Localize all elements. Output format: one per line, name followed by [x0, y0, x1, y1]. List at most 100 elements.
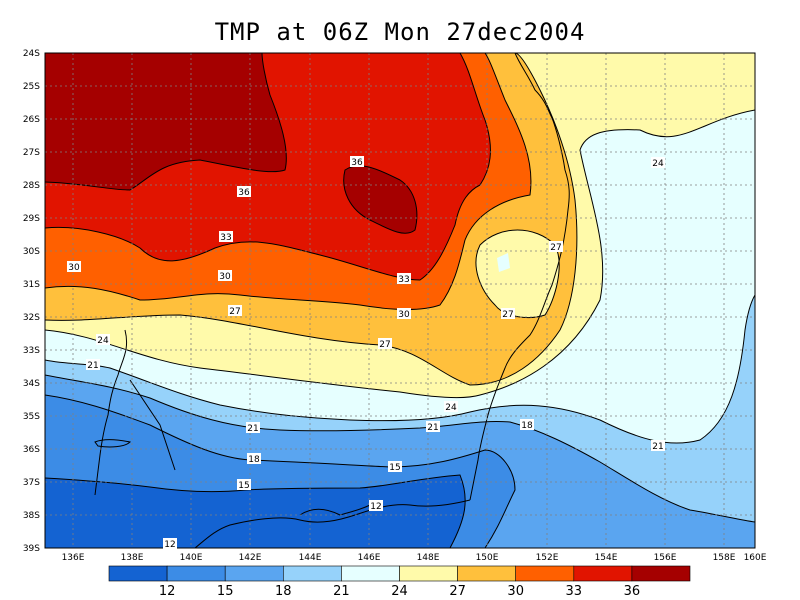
lat-label: 26S: [23, 115, 40, 125]
contour-label: 24: [96, 334, 110, 346]
plot-frame: [44, 52, 756, 549]
contour-label-text: 30: [398, 310, 410, 320]
contour-27-pocket: [475, 229, 560, 318]
contour-label-text: 21: [87, 361, 98, 371]
coastline: [94, 53, 570, 548]
colorbar-label: 30: [507, 584, 524, 599]
colorbar-label: 12: [159, 584, 176, 599]
lon-label: 148E: [417, 553, 440, 563]
lat-label: 36S: [23, 445, 40, 455]
band-lt12: [45, 475, 466, 548]
contour-label: 21: [246, 422, 260, 434]
coastline-peninsula: [129, 379, 176, 471]
contour-label-text: 21: [247, 424, 258, 434]
coastline-east: [469, 53, 570, 501]
lat-label: 29S: [23, 214, 40, 224]
contour-label: 21: [651, 440, 665, 452]
contour-label: 27: [378, 338, 392, 350]
contour-label-text: 30: [68, 263, 80, 273]
colorbar-swatch: [108, 565, 168, 582]
lat-label: 31S: [23, 280, 40, 290]
contour-15: [45, 394, 516, 548]
contour-label-text: 21: [652, 442, 663, 452]
contour-label: 33: [397, 273, 411, 285]
lon-label: 138E: [121, 553, 144, 563]
band-gt36-central: [343, 165, 417, 234]
contour-label: 30: [67, 261, 81, 273]
contour-label: 18: [520, 419, 534, 431]
contour-label-text: 27: [502, 310, 513, 320]
contour-label-text: 12: [370, 502, 381, 512]
lat-label: 28S: [23, 181, 40, 191]
colorbar-label: 15: [217, 584, 234, 599]
colorbar-swatch: [515, 565, 575, 582]
colorbar-label: 24: [391, 584, 408, 599]
colorbar-label: 27: [449, 584, 466, 599]
lon-label: 158E: [713, 553, 736, 563]
contour-label-text: 18: [248, 455, 260, 465]
contour-label: 12: [163, 538, 177, 550]
contour-label: 15: [388, 461, 402, 473]
lat-label: 25S: [23, 82, 40, 92]
contour-label-text: 36: [351, 158, 363, 168]
lon-label: 152E: [536, 553, 559, 563]
colorbar-swatch: [282, 565, 342, 582]
lon-label: 150E: [476, 553, 499, 563]
colorbar-swatch: [224, 565, 284, 582]
contour-label-text: 36: [238, 188, 250, 198]
contour-label: 30: [397, 308, 411, 320]
contour-36-central: [343, 165, 418, 234]
lat-label: 38S: [23, 511, 40, 521]
contour-label-text: 15: [238, 481, 249, 491]
colorbar-label: 36: [624, 584, 641, 599]
contour-label-text: 21: [427, 423, 438, 433]
contour-18: [45, 374, 755, 523]
lat-label: 24S: [23, 49, 40, 59]
contour-label: 24: [444, 401, 458, 413]
lon-axis: 136E 138E 140E 142E 144E 146E 148E 150E …: [62, 553, 767, 563]
contour-label: 24: [651, 157, 665, 169]
colorbar-label: 33: [566, 584, 583, 599]
contour-24: [45, 109, 755, 399]
lon-label: 154E: [595, 553, 618, 563]
colorbar-swatch: [457, 565, 517, 582]
contour-label: 15: [237, 479, 251, 491]
contour-label-text: 33: [220, 233, 231, 243]
contour-label-text: 27: [379, 340, 390, 350]
contour-label: 21: [86, 359, 100, 371]
contour-label-text: 15: [389, 463, 400, 473]
coastline-gulf: [94, 329, 128, 496]
colorbar-swatch: [631, 565, 691, 582]
contour-label: 27: [501, 308, 515, 320]
colorbar-label: 18: [275, 584, 292, 599]
contour-label: 36: [350, 156, 364, 168]
contour-label-text: 24: [445, 403, 457, 413]
contour-label-text: 12: [164, 540, 175, 550]
contour-label-text: 18: [521, 421, 533, 431]
contour-label: 33: [219, 231, 233, 243]
colorbar-swatch: [573, 565, 633, 582]
lon-label: 136E: [62, 553, 85, 563]
contour-label: 27: [228, 305, 242, 317]
colorbar: 12 15 18 21 24 27 30 33 36: [108, 565, 691, 599]
lat-label: 27S: [23, 148, 40, 158]
contour-label-text: 30: [219, 272, 231, 282]
lat-label: 37S: [23, 478, 40, 488]
contour-12: [45, 474, 466, 548]
colorbar-swatch: [166, 565, 226, 582]
contour-label: 30: [218, 270, 232, 282]
lat-label: 34S: [23, 379, 40, 389]
colorbar-label: 21: [333, 584, 350, 599]
lon-label: 146E: [358, 553, 381, 563]
contour-21: [45, 294, 755, 444]
lon-label: 144E: [299, 553, 322, 563]
contour-label-text: 24: [652, 159, 664, 169]
coastline-south: [194, 499, 471, 548]
band-24-27-pocket: [475, 230, 560, 318]
kangaroo-island: [94, 439, 132, 448]
lat-label: 39S: [23, 544, 40, 554]
map-title: TMP at 06Z Mon 27dec2004: [214, 18, 586, 46]
temperature-fill-layer: [45, 53, 755, 548]
lon-label: 140E: [180, 553, 203, 563]
